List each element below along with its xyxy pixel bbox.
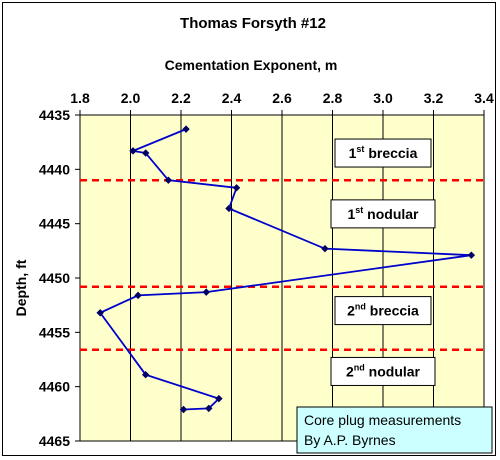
data-point <box>232 184 241 192</box>
x-tick-label: 2.4 <box>222 90 242 106</box>
y-tick-labels: 4435 4440 4445 4450 4455 4460 4465 <box>39 107 80 449</box>
y-tick-label: 4460 <box>39 379 70 395</box>
x-tick-label: 3.0 <box>373 90 393 106</box>
zone-label: 1st breccia <box>349 144 418 161</box>
y-tick-label: 4450 <box>39 270 70 286</box>
data-series <box>96 125 476 414</box>
data-point <box>141 371 150 379</box>
x-tick-label: 3.2 <box>424 90 444 106</box>
data-point <box>205 404 213 413</box>
grid-lines <box>130 115 434 441</box>
zone-labels: 1st breccia 1st nodular 2nd breccia 2nd nod… <box>330 138 436 386</box>
annotation-line-2: By A.P. Byrnes <box>304 432 396 448</box>
y-axis-title: Depth, ft <box>13 259 29 316</box>
zone-label: 2nd nodular <box>346 362 421 379</box>
data-point <box>202 288 210 296</box>
x-tick-labels: 1.8 2.0 2.2 2.4 2.6 2.8 3.0 3.2 3.4 <box>70 90 494 115</box>
x-tick-label: 3.4 <box>474 90 494 106</box>
data-point <box>96 309 104 317</box>
x-tick-label: 2.2 <box>171 90 191 106</box>
data-point <box>179 405 188 414</box>
data-point <box>129 147 137 155</box>
zone-boundaries <box>80 178 484 351</box>
data-point <box>225 204 233 213</box>
zone-label: 2nd breccia <box>347 302 419 319</box>
data-point <box>467 251 476 259</box>
data-point <box>141 149 150 157</box>
x-axis-title: Cementation Exponent, m <box>165 57 338 73</box>
annotation-background <box>296 406 493 454</box>
data-point <box>321 244 329 253</box>
zone-label-box <box>330 356 436 386</box>
y-tick-label: 4445 <box>39 216 70 232</box>
zone-label-box <box>334 138 432 168</box>
x-tick-label: 1.8 <box>70 90 90 106</box>
annotation-box: Core plug measurements By A.P. Byrnes <box>296 406 493 454</box>
zone-label-box <box>334 296 432 326</box>
y-tick-label: 4440 <box>39 161 70 177</box>
y-tick-label: 4465 <box>39 433 70 449</box>
y-tick-label: 4455 <box>39 324 70 340</box>
y-tick-label: 4435 <box>39 107 70 123</box>
data-point <box>182 125 190 133</box>
zone-label-box <box>330 199 436 229</box>
x-tick-label: 2.6 <box>272 90 292 106</box>
x-tick-label: 2.0 <box>121 90 141 106</box>
data-point <box>134 291 142 300</box>
data-point <box>164 176 173 184</box>
zone-label: 1st nodular <box>347 205 419 222</box>
data-point <box>215 394 223 403</box>
x-tick-label: 2.8 <box>323 90 343 106</box>
chart-title: Thomas Forsyth #12 <box>180 15 326 32</box>
annotation-line-1: Core plug measurements <box>304 412 461 428</box>
